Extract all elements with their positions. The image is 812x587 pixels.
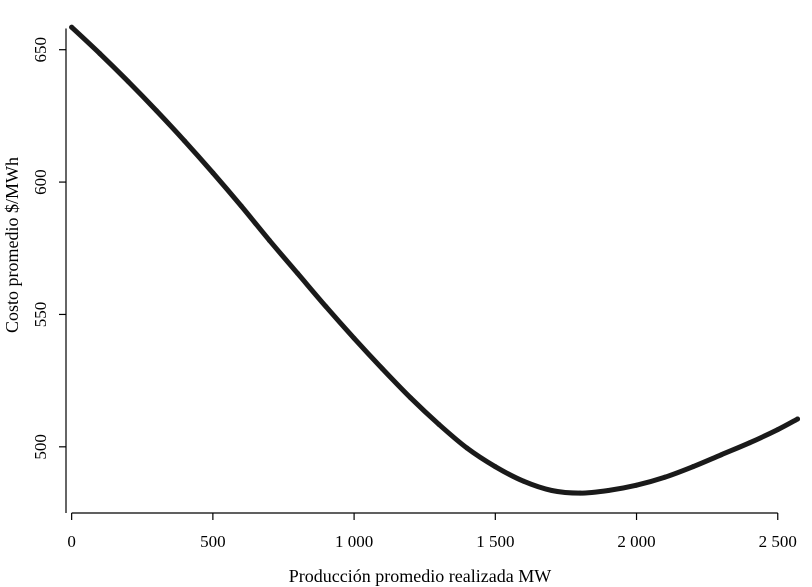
curve-data-point xyxy=(605,487,611,493)
curve-data-point xyxy=(747,440,753,446)
curve-data-point xyxy=(775,427,781,433)
curve-data-point xyxy=(351,335,357,341)
x-axis-ticks: 0 500 1 000 1 500 2 000 2 500 xyxy=(67,513,797,551)
y-tick-label: 600 xyxy=(31,169,50,195)
curve-data-point xyxy=(464,445,470,451)
curve-data-point xyxy=(97,51,103,57)
x-tick-label: 500 xyxy=(200,532,226,551)
y-axis-ticks: 500 550 600 650 xyxy=(31,37,66,460)
y-tick-label: 650 xyxy=(31,37,50,63)
x-tick-label: 0 xyxy=(67,532,76,551)
curve-data-point xyxy=(153,108,159,114)
y-tick-label: 550 xyxy=(31,302,50,328)
curve-data-point xyxy=(182,138,188,144)
curve-data-point xyxy=(436,421,442,427)
x-tick-label: 1 500 xyxy=(476,532,514,551)
x-tick-label: 1 000 xyxy=(335,532,373,551)
x-tick-label: 2 500 xyxy=(759,532,797,551)
curve-data-point xyxy=(521,478,527,484)
curve-data-point xyxy=(125,78,131,84)
cost-curve-line xyxy=(69,24,801,496)
curve-data-point xyxy=(210,170,216,176)
curve-data-point xyxy=(662,474,668,480)
curve-data-point xyxy=(69,24,75,30)
curve-data-point xyxy=(795,416,801,422)
y-tick-label: 500 xyxy=(31,434,50,460)
curve-data-point xyxy=(379,366,385,372)
y-axis-title: Costo promedio $/MWh xyxy=(2,157,22,333)
curve-data-point xyxy=(492,464,498,470)
curve-data-point xyxy=(323,304,329,310)
curve-data-point xyxy=(266,237,272,243)
plot-frame xyxy=(65,28,778,514)
curve-data-point xyxy=(295,270,301,276)
x-tick-label: 2 000 xyxy=(617,532,655,551)
curve-data-point xyxy=(408,395,414,401)
curve-data-point xyxy=(690,464,696,470)
x-axis-title: Producción promedio realizada MW xyxy=(289,566,551,586)
curve-data-point xyxy=(634,482,640,488)
curve-data-point xyxy=(238,203,244,209)
curve-data-point xyxy=(549,487,555,493)
curve-data-point xyxy=(718,452,724,458)
series-group xyxy=(69,24,801,496)
curve-data-point xyxy=(577,490,583,496)
